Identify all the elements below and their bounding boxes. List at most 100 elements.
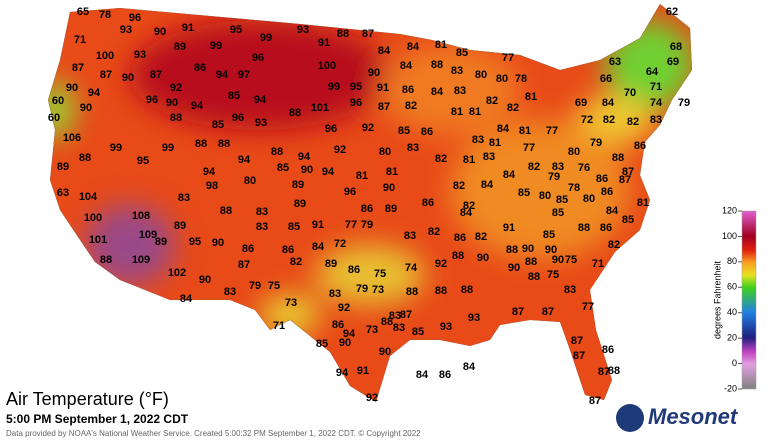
temperature-reading: 97 bbox=[238, 69, 250, 81]
temperature-reading: 71 bbox=[650, 81, 662, 93]
temperature-reading: 100 bbox=[318, 60, 336, 72]
logo-icon bbox=[616, 404, 644, 432]
temperature-reading: 96 bbox=[232, 112, 244, 124]
temperature-reading: 87 bbox=[378, 101, 390, 113]
temperature-reading: 79 bbox=[356, 283, 368, 295]
temperature-reading: 91 bbox=[312, 219, 324, 231]
temperature-reading: 86 bbox=[600, 222, 612, 234]
temperature-reading: 88 bbox=[79, 152, 91, 164]
temperature-reading: 96 bbox=[252, 52, 264, 64]
temperature-reading: 72 bbox=[581, 114, 593, 126]
temperature-reading: 87 bbox=[362, 28, 374, 40]
temperature-reading: 89 bbox=[57, 161, 69, 173]
temperature-reading: 77 bbox=[523, 142, 535, 154]
temperature-reading: 88 bbox=[525, 256, 537, 268]
temperature-reading: 86 bbox=[454, 232, 466, 244]
temperature-reading: 78 bbox=[515, 73, 527, 85]
temperature-reading: 82 bbox=[463, 200, 475, 212]
colorbar-tick-label: 40 bbox=[727, 307, 737, 317]
temperature-reading: 108 bbox=[132, 210, 150, 222]
temperature-reading: 95 bbox=[350, 81, 362, 93]
temperature-reading: 90 bbox=[199, 274, 211, 286]
temperature-reading: 89 bbox=[385, 203, 397, 215]
temperature-reading: 72 bbox=[334, 238, 346, 250]
temperature-reading: 92 bbox=[366, 392, 378, 404]
temperature-reading: 81 bbox=[386, 166, 398, 178]
temperature-reading: 81 bbox=[356, 170, 368, 182]
temperature-reading: 90 bbox=[80, 102, 92, 114]
subtitle: 5:00 PM September 1, 2022 CDT bbox=[6, 412, 189, 426]
temperature-reading: 83 bbox=[256, 221, 268, 233]
temperature-reading: 78 bbox=[99, 9, 111, 21]
temperature-reading: 92 bbox=[435, 258, 447, 270]
logo: Mesonet bbox=[648, 404, 739, 429]
temperature-reading: 89 bbox=[292, 179, 304, 191]
temperature-reading: 77 bbox=[502, 52, 514, 64]
temperature-reading: 83 bbox=[404, 230, 416, 242]
temperature-reading: 68 bbox=[670, 41, 682, 53]
temperature-reading: 91 bbox=[357, 365, 369, 377]
temperature-reading: 80 bbox=[583, 193, 595, 205]
temperature-reading: 109 bbox=[139, 229, 157, 241]
temperature-reading: 86 bbox=[194, 62, 206, 74]
temperature-reading: 99 bbox=[210, 40, 222, 52]
temperature-reading: 93 bbox=[440, 321, 452, 333]
temperature-reading: 90 bbox=[212, 237, 224, 249]
temperature-reading: 77 bbox=[546, 125, 558, 137]
temperature-reading: 85 bbox=[518, 187, 530, 199]
temperature-reading: 85 bbox=[543, 229, 555, 241]
colorbar-label: degrees Fahrenheit bbox=[712, 260, 722, 339]
temperature-reading: 76 bbox=[578, 162, 590, 174]
temperature-reading: 85 bbox=[228, 90, 240, 102]
temperature-reading: 81 bbox=[451, 106, 463, 118]
temperature-reading: 83 bbox=[389, 310, 401, 322]
temperature-reading: 86 bbox=[601, 186, 613, 198]
temperature-reading: 82 bbox=[627, 116, 639, 128]
temperature-reading: 84 bbox=[416, 369, 429, 381]
temperature-reading: 93 bbox=[120, 24, 132, 36]
temperature-reading: 87 bbox=[571, 335, 583, 347]
temperature-reading: 91 bbox=[182, 22, 194, 34]
temperature-reading: 82 bbox=[405, 100, 417, 112]
temperature-reading: 88 bbox=[218, 138, 230, 150]
temperature-reading: 81 bbox=[469, 106, 481, 118]
temperature-reading: 85 bbox=[212, 119, 224, 131]
temperature-reading: 81 bbox=[637, 197, 649, 209]
temperature-reading: 80 bbox=[379, 146, 391, 158]
colorbar bbox=[741, 210, 757, 390]
temperature-reading: 77 bbox=[345, 219, 357, 231]
temperature-reading: 88 bbox=[337, 28, 349, 40]
colorbar-tick-label: 20 bbox=[727, 333, 737, 343]
temperature-reading: 87 bbox=[400, 309, 412, 321]
temperature-reading: 84 bbox=[400, 60, 413, 72]
temperature-reading: 96 bbox=[146, 94, 158, 106]
temperature-reading: 93 bbox=[468, 312, 480, 324]
temperature-reading: 71 bbox=[592, 258, 604, 270]
temperature-reading: 62 bbox=[666, 6, 678, 18]
temperature-reading: 80 bbox=[475, 69, 487, 81]
temperature-reading: 99 bbox=[162, 142, 174, 154]
temperature-reading: 83 bbox=[454, 85, 466, 97]
temperature-reading: 96 bbox=[344, 186, 356, 198]
temperature-reading: 88 bbox=[528, 271, 540, 283]
temperature-reading: 73 bbox=[372, 284, 384, 296]
temperature-reading: 82 bbox=[608, 239, 620, 251]
temperature-reading: 79 bbox=[249, 280, 261, 292]
temperature-reading: 104 bbox=[79, 191, 98, 203]
temperature-reading: 87 bbox=[619, 174, 631, 186]
temperature-reading: 82 bbox=[507, 102, 519, 114]
temperature-reading: 95 bbox=[137, 155, 149, 167]
temperature-reading: 86 bbox=[282, 244, 294, 256]
colorbar-tick-label: 60 bbox=[727, 282, 737, 292]
temperature-reading: 83 bbox=[483, 151, 495, 163]
temperature-reading: 90 bbox=[122, 72, 134, 84]
temperature-reading: 83 bbox=[224, 286, 236, 298]
temperature-reading: 81 bbox=[525, 91, 537, 103]
temperature-reading: 88 bbox=[170, 112, 182, 124]
temperature-reading: 83 bbox=[552, 161, 564, 173]
colorbar-tick-label: 0 bbox=[732, 358, 737, 368]
temperature-reading: 84 bbox=[312, 241, 325, 253]
temperature-reading: 96 bbox=[129, 12, 141, 24]
